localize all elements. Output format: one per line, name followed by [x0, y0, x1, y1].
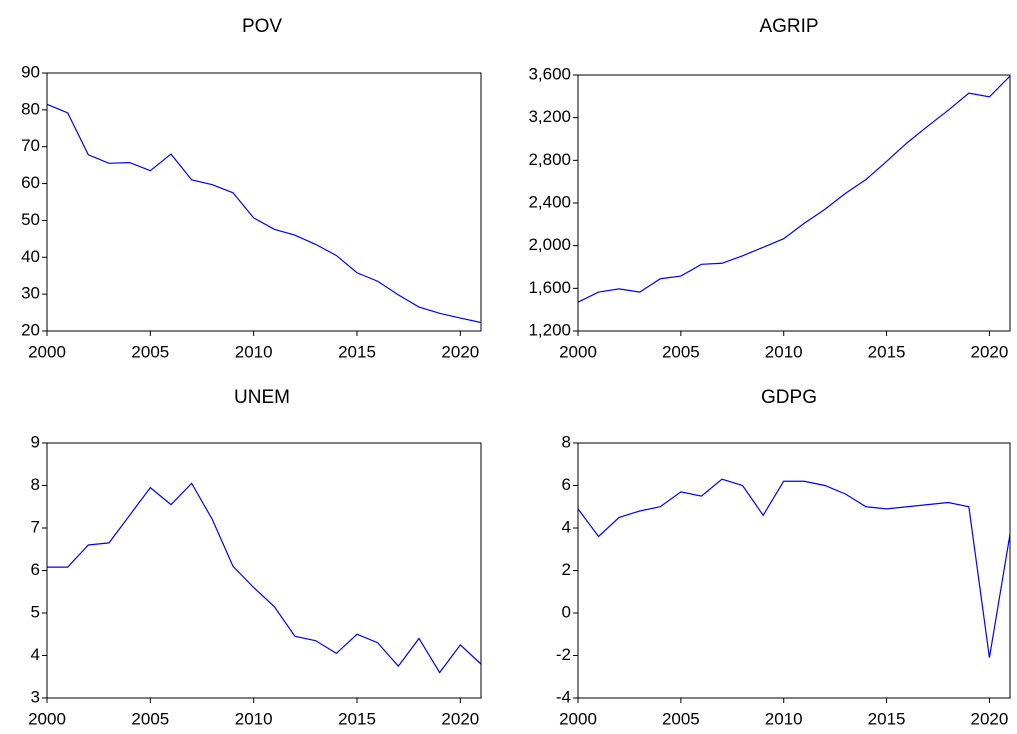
x-tick-label: 2005	[131, 342, 169, 361]
plot-frame	[46, 72, 482, 332]
chart-title: UNEM	[234, 387, 290, 408]
x-tick-label: 2010	[765, 342, 803, 361]
x-tick-label: 2020	[441, 342, 479, 361]
x-tick-label: 2005	[131, 709, 169, 728]
y-tick-label: 7	[31, 517, 40, 536]
y-tick-label: 80	[21, 99, 40, 118]
y-tick-label: 2,000	[528, 235, 571, 254]
line	[577, 478, 1011, 658]
x-tick-label: 2000	[559, 709, 597, 728]
x-tick-label: 2015	[338, 342, 376, 361]
x-tick-label: 2000	[28, 342, 66, 361]
x-tick-label: 2000	[28, 709, 66, 728]
y-tick-label: -4	[556, 687, 571, 706]
chart-title: AGRIP	[759, 16, 818, 37]
y-tick-label: 20	[21, 320, 40, 339]
y-tick-label: 8	[31, 475, 40, 494]
line	[46, 103, 482, 324]
y-tick-label: 40	[21, 247, 40, 266]
plot-frame	[46, 442, 482, 699]
y-tick-label: 8	[562, 432, 571, 451]
chart-title: GDPG	[761, 387, 817, 408]
y-tick-label: 2,400	[528, 192, 571, 211]
y-tick-label: 3,600	[528, 64, 571, 83]
x-tick-label: 2005	[662, 709, 700, 728]
y-tick-label: 0	[562, 602, 571, 621]
y-tick-label: 4	[31, 645, 40, 664]
line	[577, 75, 1011, 303]
y-tick-label: 9	[31, 432, 40, 451]
y-tick-label: -2	[556, 645, 571, 664]
x-tick-label: 2000	[559, 342, 597, 361]
x-tick-label: 2015	[868, 342, 906, 361]
y-tick-label: 5	[31, 602, 40, 621]
x-tick-label: 2010	[235, 709, 273, 728]
y-tick-label: 30	[21, 284, 40, 303]
y-tick-label: 1,200	[528, 320, 571, 339]
x-tick-label: 2020	[971, 709, 1009, 728]
x-tick-label: 2005	[662, 342, 700, 361]
x-tick-label: 2015	[868, 709, 906, 728]
y-tick-label: 4	[562, 517, 571, 536]
y-tick-label: 50	[21, 210, 40, 229]
y-tick-label: 6	[562, 475, 571, 494]
x-tick-label: 2015	[338, 709, 376, 728]
x-tick-label: 2010	[235, 342, 273, 361]
y-tick-label: 3,200	[528, 107, 571, 126]
y-tick-label: 70	[21, 136, 40, 155]
y-tick-label: 90	[21, 62, 40, 81]
y-tick-label: 60	[21, 173, 40, 192]
x-tick-label: 2010	[765, 709, 803, 728]
y-tick-label: 3	[31, 687, 40, 706]
x-tick-label: 2020	[971, 342, 1009, 361]
y-tick-label: 2,800	[528, 150, 571, 169]
line	[47, 482, 482, 674]
chart-title: POV	[242, 16, 282, 37]
plot-frame	[577, 74, 1011, 332]
y-tick-label: 6	[31, 560, 40, 579]
y-tick-label: 2	[562, 560, 571, 579]
x-tick-label: 2020	[441, 709, 479, 728]
y-tick-label: 1,600	[528, 278, 571, 297]
plot-frame	[577, 442, 1011, 699]
